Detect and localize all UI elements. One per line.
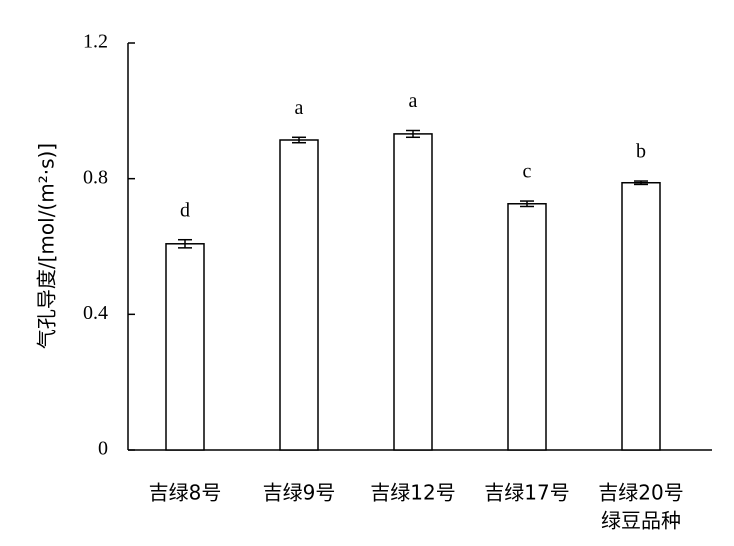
y-tick-label: 1.2 [83, 31, 108, 53]
significance-letter: b [636, 141, 646, 163]
y-tick-label: 0 [98, 438, 108, 460]
error-bar [178, 238, 192, 249]
x-axis-label: 绿豆品种 [601, 509, 681, 533]
x-tick-label: 吉绿9号 [263, 481, 336, 505]
bar [393, 133, 433, 451]
significance-letter: a [295, 97, 304, 119]
error-bar [406, 129, 420, 139]
error-bar [292, 136, 306, 144]
x-tick-label: 吉绿20号 [598, 481, 683, 505]
significance-letter: c [523, 161, 532, 183]
x-tick-label: 吉绿12号 [370, 481, 455, 505]
x-tick-label: 吉绿17号 [484, 481, 569, 505]
bar [165, 243, 205, 451]
y-axis-label: 气孔导度/[mol/(m²·s)] [35, 143, 59, 349]
error-bar [634, 180, 648, 186]
bar [621, 181, 661, 451]
bar [279, 139, 319, 451]
y-tick-label: 0.8 [83, 166, 108, 188]
x-tick-label: 吉绿8号 [149, 481, 222, 505]
significance-letter: a [409, 90, 418, 112]
significance-letter: d [180, 199, 190, 221]
y-tick-label: 0.4 [83, 302, 108, 324]
bar [507, 203, 547, 451]
error-bar [520, 200, 534, 208]
